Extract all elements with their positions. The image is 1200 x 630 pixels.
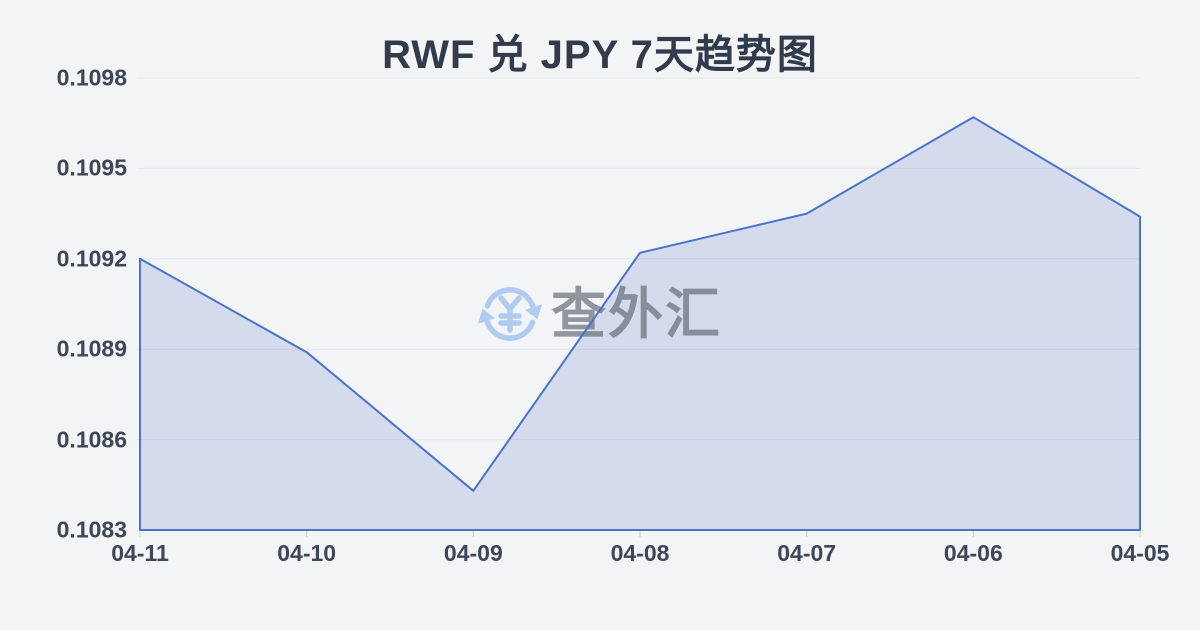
y-axis-tick-label: 0.1092 (56, 245, 127, 272)
y-axis-tick-label: 0.1083 (56, 516, 127, 543)
x-axis-tick-label: 04-11 (111, 540, 169, 566)
y-axis-tick-label: 0.1086 (56, 426, 127, 453)
y-axis-tick-label: 0.1098 (56, 64, 127, 91)
x-axis-tick-label: 04-09 (443, 540, 503, 566)
x-axis-tick-label: 04-07 (777, 540, 837, 566)
x-axis-tick-label: 04-10 (277, 540, 337, 566)
x-axis-tick-label: 04-06 (943, 540, 1003, 566)
x-axis-tick-label: 04-08 (610, 540, 670, 566)
y-axis-tick-label: 0.1089 (56, 335, 127, 362)
y-axis-tick-label: 0.1095 (56, 154, 127, 181)
chart-title: RWF 兑 JPY 7天趋势图 (382, 33, 818, 77)
x-axis-tick-label: 04-05 (1110, 540, 1170, 566)
